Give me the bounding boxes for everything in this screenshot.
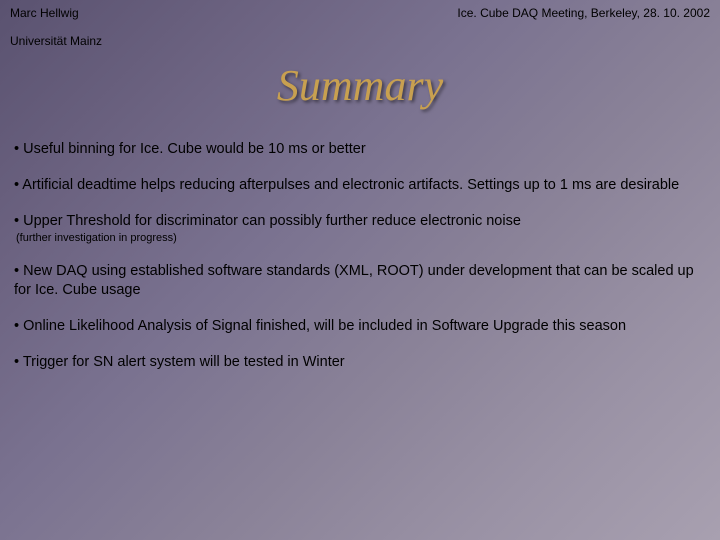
bullet-item: • Upper Threshold for discriminator can … — [14, 212, 706, 230]
page-title: Summary — [0, 60, 720, 111]
bullet-item: • Online Likelihood Analysis of Signal f… — [14, 317, 706, 335]
bullet-item: • Useful binning for Ice. Cube would be … — [14, 140, 706, 158]
sub-note: (further investigation in progress) — [14, 232, 706, 244]
affiliation: Universität Mainz — [10, 34, 102, 48]
event-info: Ice. Cube DAQ Meeting, Berkeley, 28. 10.… — [457, 6, 710, 20]
bullet-item: • New DAQ using established software sta… — [14, 262, 706, 298]
content-area: • Useful binning for Ice. Cube would be … — [14, 140, 706, 389]
author-name: Marc Hellwig — [10, 6, 79, 20]
bullet-item: • Artificial deadtime helps reducing aft… — [14, 176, 706, 194]
bullet-item: • Trigger for SN alert system will be te… — [14, 353, 706, 371]
